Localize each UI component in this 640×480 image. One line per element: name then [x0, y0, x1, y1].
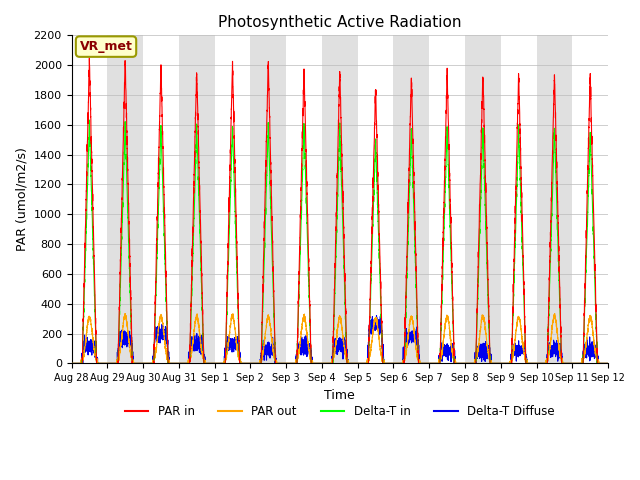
- X-axis label: Time: Time: [324, 389, 355, 402]
- Bar: [536, 36, 572, 363]
- Title: Photosynthetic Active Radiation: Photosynthetic Active Radiation: [218, 15, 461, 30]
- Text: VR_met: VR_met: [79, 40, 132, 53]
- Bar: [179, 36, 214, 363]
- Bar: [250, 36, 286, 363]
- Bar: [465, 36, 500, 363]
- Bar: [108, 36, 143, 363]
- Bar: [322, 36, 358, 363]
- Legend: PAR in, PAR out, Delta-T in, Delta-T Diffuse: PAR in, PAR out, Delta-T in, Delta-T Dif…: [120, 401, 559, 423]
- Bar: [394, 36, 429, 363]
- Y-axis label: PAR (umol/m2/s): PAR (umol/m2/s): [15, 147, 28, 252]
